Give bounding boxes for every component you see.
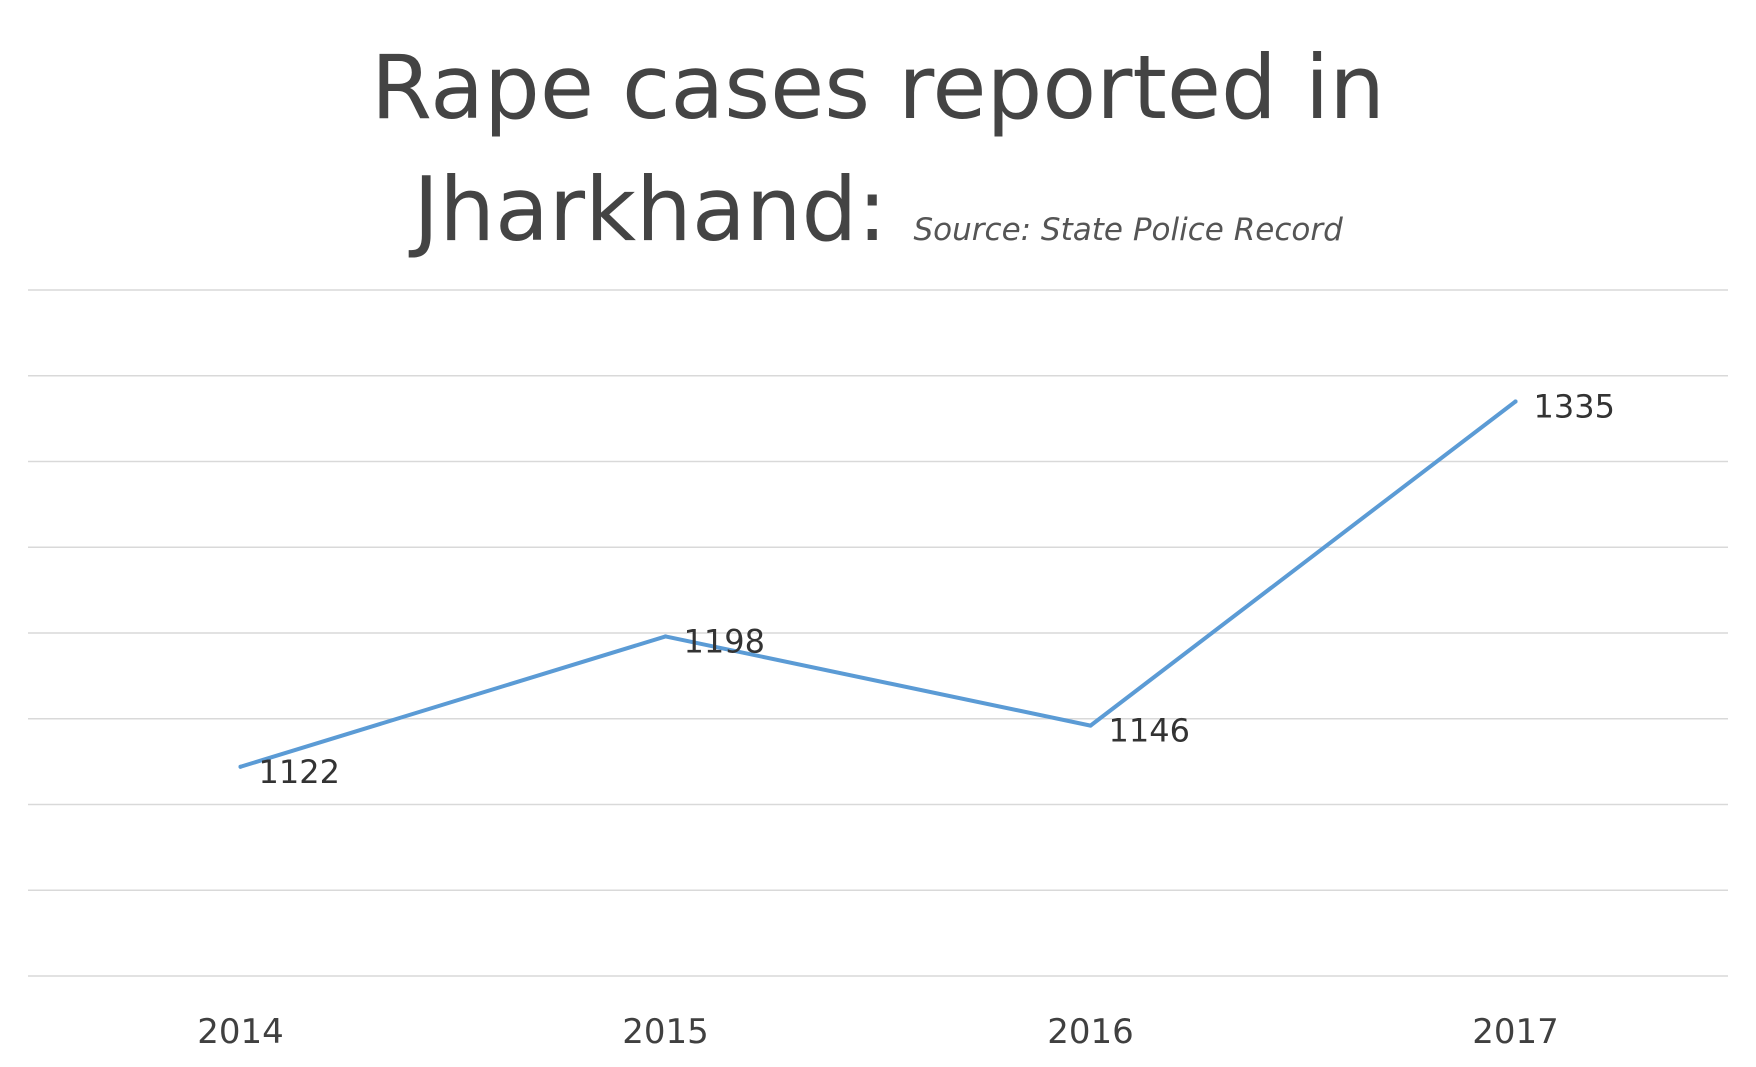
data-label: 1198 xyxy=(684,622,765,660)
data-point xyxy=(1088,723,1093,728)
chart-title-line-2: Jharkhand: Source: State Police Record xyxy=(408,158,1343,261)
x-tick-label: 2015 xyxy=(622,1012,709,1052)
chart-title-line-1: Rape cases reported in xyxy=(371,36,1385,139)
x-tick-label: 2016 xyxy=(1047,1012,1134,1052)
data-label: 1335 xyxy=(1534,387,1615,425)
data-point xyxy=(663,634,668,639)
series-line xyxy=(238,399,1518,769)
x-tick-label: 2014 xyxy=(197,1012,284,1052)
data-labels: 1122 1198 1146 1335 xyxy=(259,387,1615,790)
gridlines xyxy=(28,289,1728,977)
x-axis: 2014 2015 2016 2017 xyxy=(197,1012,1559,1052)
data-label: 1122 xyxy=(259,753,340,791)
chart-subtitle: Source: State Police Record xyxy=(913,212,1343,248)
x-tick-label: 2017 xyxy=(1472,1012,1559,1052)
chart-title-line-2-text: Jharkhand: xyxy=(408,158,887,261)
data-point xyxy=(238,764,243,769)
series-group xyxy=(238,399,1518,769)
data-label: 1146 xyxy=(1109,712,1190,750)
data-point xyxy=(1513,399,1518,404)
